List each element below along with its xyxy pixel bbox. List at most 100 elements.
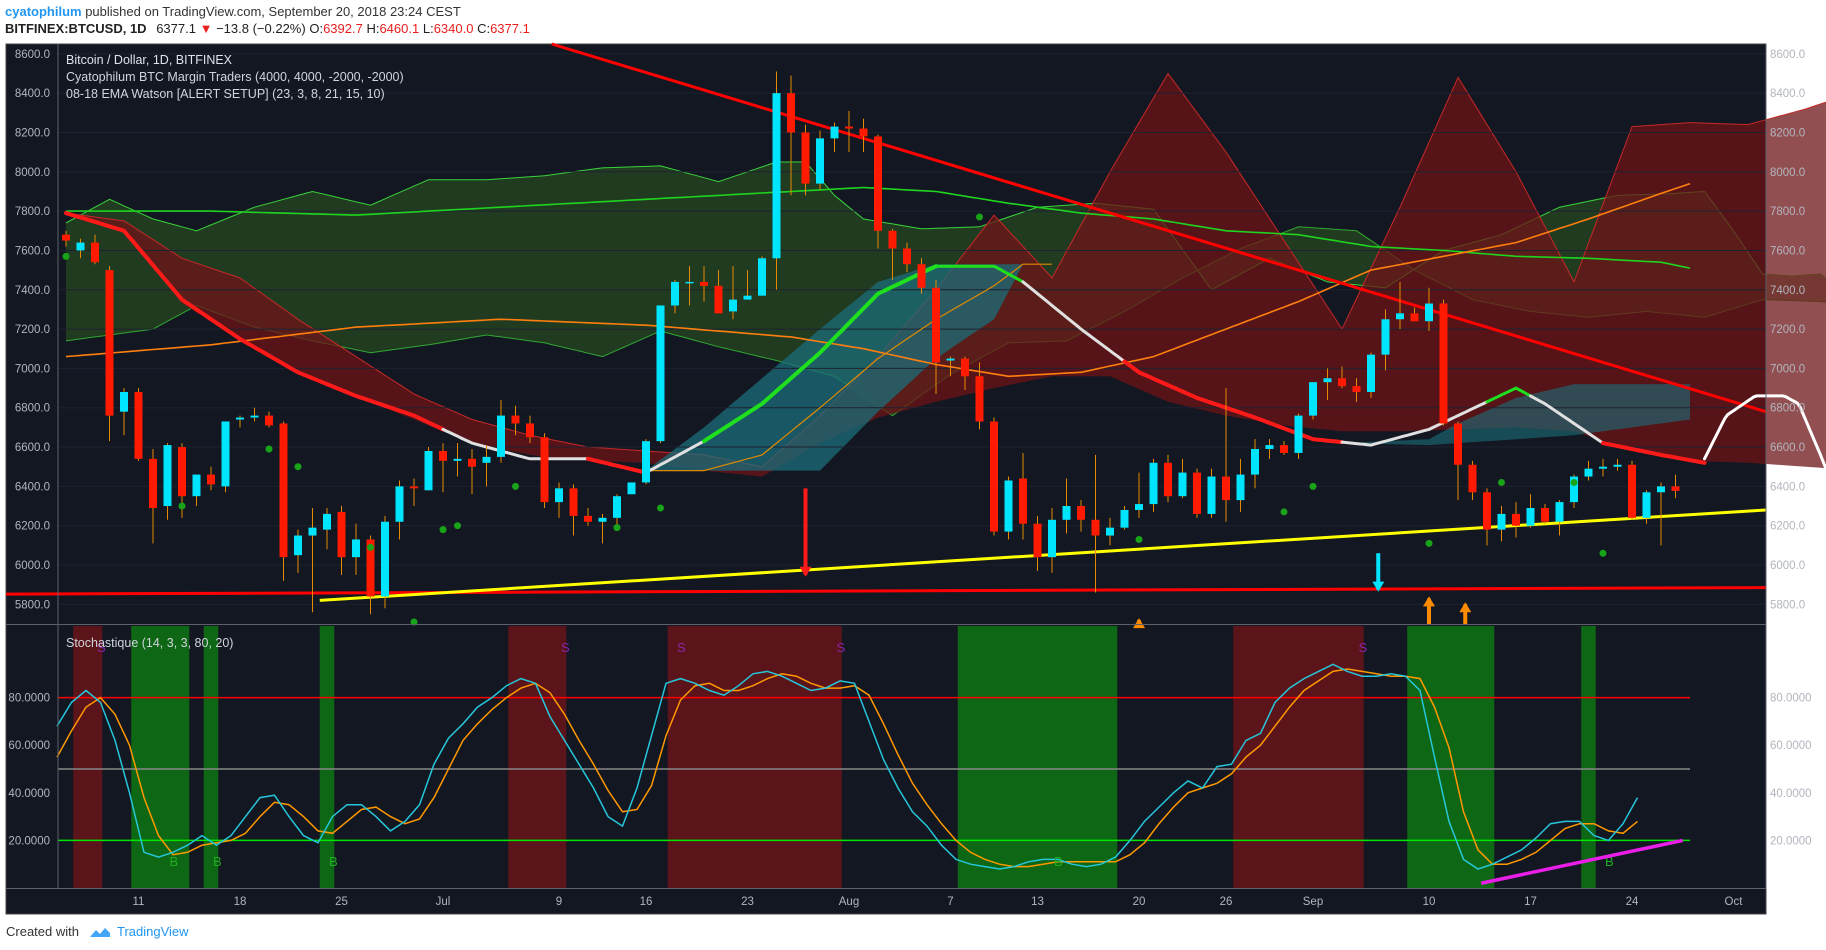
candle-body (1410, 313, 1419, 322)
y-tick-right: 7800.0 (1770, 206, 1805, 218)
candle-body (323, 513, 331, 530)
high-label: H: (366, 21, 380, 36)
candle-body (366, 539, 375, 597)
ema-red-segment (1122, 359, 1344, 445)
y-tick-right: 7000.0 (1770, 363, 1805, 375)
candle-body (990, 421, 998, 532)
candle-body (1193, 472, 1201, 514)
candle-body (453, 458, 462, 461)
buy-zone (131, 626, 190, 888)
candle-body (511, 415, 520, 424)
publish-info: cyatophilum published on TradingView.com… (5, 4, 461, 19)
tradingview-link[interactable]: TradingView (117, 924, 189, 939)
sell-signal-letter: S (1359, 640, 1368, 655)
candle-body (1541, 508, 1549, 522)
candle-body (149, 458, 157, 508)
y-tick-left: 8200.0 (15, 127, 50, 139)
signal-dot (439, 526, 447, 534)
candle (221, 421, 230, 493)
stoch-tick-right: 40.0000 (1770, 788, 1812, 800)
y-tick-left: 7600.0 (15, 245, 50, 257)
candle (1294, 413, 1303, 459)
stoch-tick-left: 60.0000 (8, 740, 50, 752)
stoch-tick-left: 40.0000 (8, 788, 50, 800)
ema-white-segment (644, 439, 706, 475)
candle (990, 417, 998, 536)
candle-body (961, 358, 969, 377)
signal-dot (410, 618, 418, 626)
candle-body (700, 281, 708, 286)
candle-body (1570, 476, 1578, 503)
candle (1526, 494, 1535, 528)
candle (294, 529, 302, 573)
buy-zone (203, 626, 219, 888)
candle-body (1178, 472, 1187, 497)
candle (207, 466, 215, 491)
x-tick-label: 16 (640, 896, 653, 908)
ema-red-segment (64, 211, 445, 432)
indicator-label-2: 08-18 EMA Watson [ALERT SETUP] (23, 3, 8… (66, 87, 385, 101)
candle (1642, 490, 1651, 524)
candle-body (816, 138, 824, 184)
y-tick-left: 7200.0 (15, 324, 50, 336)
candle-body (888, 230, 897, 249)
candle-body (1367, 354, 1375, 392)
candle-body (1497, 513, 1506, 530)
candle (250, 407, 259, 422)
candle (714, 270, 723, 314)
x-tick-label: 18 (234, 896, 247, 908)
candle-body (932, 287, 940, 363)
price-grid (58, 53, 1766, 605)
candle-body (76, 242, 85, 251)
close-value: 6377.1 (490, 21, 530, 36)
signal-dot (367, 543, 374, 551)
candle-body (1381, 319, 1390, 355)
x-tick-label: Sep (1303, 896, 1323, 908)
author-link[interactable]: cyatophilum (5, 4, 82, 19)
buy-signal-letter: B (170, 854, 179, 869)
ema-green-segment (702, 264, 938, 444)
candle-body (729, 299, 737, 312)
x-tick-label: Oct (1725, 896, 1744, 908)
red-cloud-band (66, 73, 1826, 477)
candle-body (308, 527, 317, 536)
x-tick-label: 17 (1524, 896, 1537, 908)
candle-body (178, 447, 186, 497)
candle (787, 75, 795, 196)
y-tick-right: 6800.0 (1770, 403, 1805, 415)
candle-body (801, 132, 810, 184)
sell-zone (508, 626, 567, 888)
candle-body (192, 474, 201, 497)
stoch-tick-right: 80.0000 (1770, 693, 1812, 705)
candle-body (787, 93, 795, 133)
candle (395, 480, 404, 540)
candle-body (482, 456, 491, 463)
candle-body (1468, 464, 1477, 493)
candle (1135, 472, 1143, 518)
ema-white-segment (1021, 280, 1126, 363)
stoch-tick-right: 20.0000 (1770, 835, 1812, 847)
signal-dot (294, 463, 302, 471)
candle-body (656, 305, 665, 442)
candle-body (1004, 480, 1013, 532)
candle (845, 110, 853, 153)
sell-zone (73, 626, 103, 888)
ema-green-segment (1485, 386, 1532, 404)
candle-body (1338, 378, 1346, 387)
x-tick-label: 26 (1220, 896, 1233, 908)
ema-green-segment (934, 264, 1025, 284)
x-tick-label: 23 (741, 896, 754, 908)
candle-body (917, 264, 926, 288)
candle-body (1236, 474, 1245, 501)
high-value: 6460.1 (379, 21, 420, 36)
candle (105, 266, 114, 442)
candle (816, 130, 824, 190)
chart-title: Bitcoin / Dollar, 1D, BITFINEX (66, 53, 233, 67)
close-label: C: (477, 21, 491, 36)
candle (801, 124, 810, 196)
last-price: 6377.1 (156, 21, 196, 36)
low-label: L: (422, 21, 434, 36)
y-tick-left: 7400.0 (15, 285, 50, 297)
signal-dot (613, 524, 621, 532)
